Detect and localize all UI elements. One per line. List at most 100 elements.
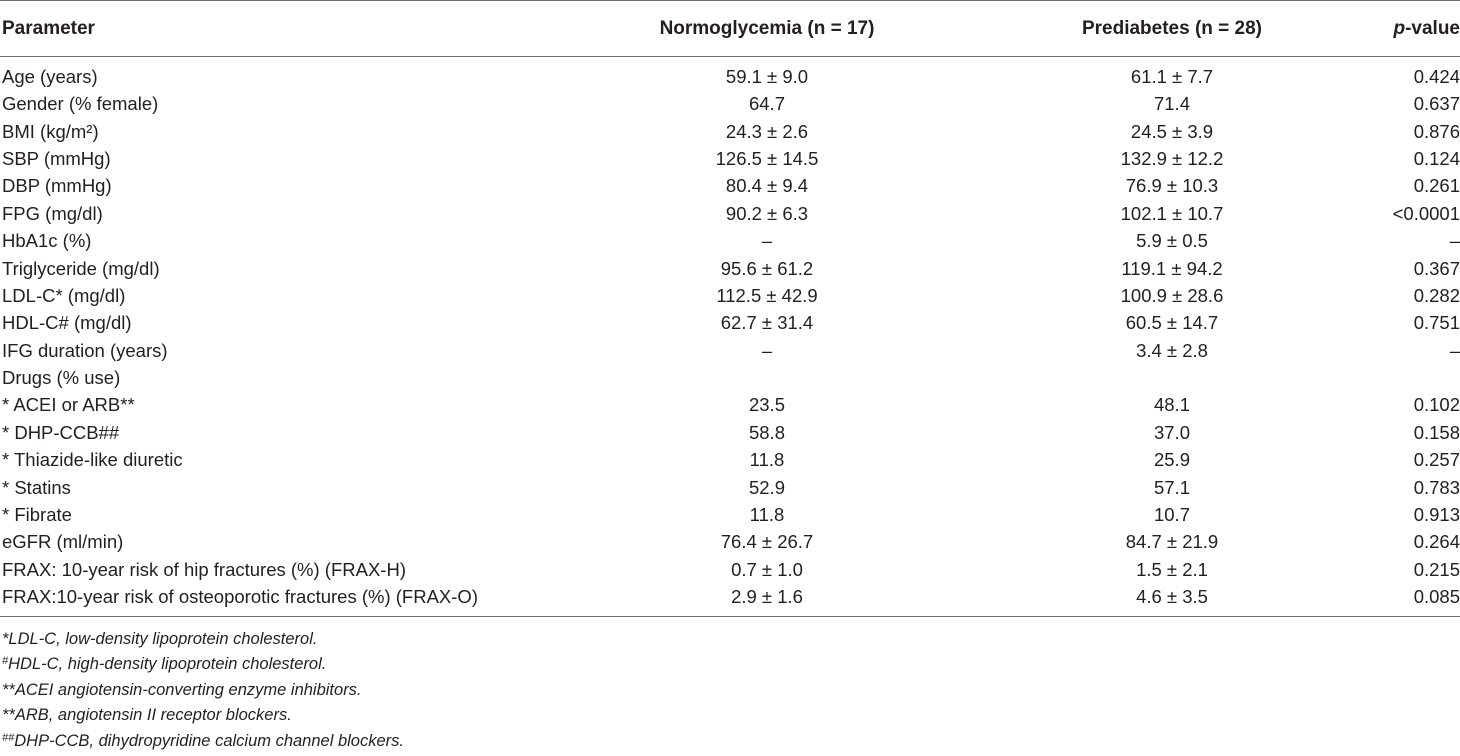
row-pvalue [1352, 364, 1460, 391]
footnote: #HDL-C, high-density lipoprotein cholest… [2, 652, 404, 677]
row-normoglycemia: 95.6 ± 61.2 [720, 257, 814, 279]
row-pvalue: <0.0001 [1392, 202, 1460, 224]
row-parameter: FPG (mg/dl) [2, 202, 103, 224]
row-parameter: FRAX:10-year risk of osteoporotic fractu… [0, 583, 542, 618]
footnote: **ARB, angiotensin II receptor blockers. [2, 703, 404, 728]
row-normoglycemia: 64.7 [748, 93, 785, 115]
row-pvalue: 0.085 [1352, 583, 1460, 618]
table-row: eGFR (ml/min) 76.4 ± 26.7 84.7 ± 21.9 0.264 [0, 528, 1460, 555]
footnote: **ACEI angiotensin-converting enzyme inh… [2, 678, 404, 703]
row-parameter: HDL-C# (mg/dl) [2, 312, 132, 334]
row-pvalue: 0.637 [1413, 93, 1460, 115]
footnote-text: **ARB, angiotensin II receptor blockers. [2, 706, 292, 725]
row-parameter: SBP (mmHg) [2, 147, 111, 169]
row-pvalue: 0.424 [1413, 66, 1460, 87]
header-pvalue-rest: -value [1405, 17, 1460, 39]
table-row: * DHP-CCB## 58.8 37.0 0.158 [0, 419, 1460, 446]
table-body: Age (years) 59.1 ± 9.0 61.1 ± 7.7 0.424 Gend… [0, 57, 1460, 618]
row-pvalue: 0.257 [1413, 449, 1460, 471]
row-pvalue: 0.783 [1413, 476, 1460, 498]
table-row: SBP (mmHg) 126.5 ± 14.5 132.9 ± 12.2 0.124 [0, 145, 1460, 172]
row-normoglycemia: 90.2 ± 6.3 [725, 202, 809, 224]
header-row: Parameter Normoglycemia (n = 17) Prediab… [0, 0, 1460, 57]
table-row: Gender (% female) 64.7 71.4 0.637 [0, 90, 1460, 117]
row-prediabetes: 1.5 ± 2.1 [1136, 558, 1208, 580]
row-parameter: * Fibrate [2, 504, 72, 526]
footnote-text: **ACEI angiotensin-converting enzyme inh… [2, 680, 362, 699]
row-pvalue: 0.261 [1413, 175, 1460, 197]
footnote-mark: ## [2, 731, 15, 744]
table-row: * ACEI or ARB** 23.5 48.1 0.102 [0, 391, 1460, 418]
row-parameter: Gender (% female) [2, 93, 159, 115]
row-normoglycemia: 112.5 ± 42.9 [716, 284, 818, 306]
row-pvalue: 0.158 [1413, 421, 1460, 443]
row-prediabetes: 5.9 ± 0.5 [1136, 230, 1208, 252]
row-prediabetes [992, 364, 1352, 391]
row-parameter: DBP (mmHg) [2, 175, 112, 197]
row-pvalue: 0.913 [1413, 504, 1460, 526]
table-row: BMI (kg/m²) 24.3 ± 2.6 24.5 ± 3.9 0.876 [0, 117, 1460, 144]
table-row: Drugs (% use) [0, 364, 1460, 391]
row-normoglycemia: 2.9 ± 1.6 [542, 583, 992, 618]
row-normoglycemia: 0.7 ± 1.0 [731, 558, 803, 580]
header-normoglycemia: Normoglycemia (n = 17) [542, 0, 992, 57]
table-row: * Thiazide-like diuretic 11.8 25.9 0.257 [0, 446, 1460, 473]
row-prediabetes: 119.1 ± 94.2 [1121, 257, 1223, 279]
table-row: DBP (mmHg) 80.4 ± 9.4 76.9 ± 10.3 0.261 [0, 172, 1460, 199]
row-prediabetes: 3.4 ± 2.8 [1136, 339, 1208, 361]
table-row: * Statins 52.9 57.1 0.783 [0, 473, 1460, 500]
footnote-mark: # [2, 655, 9, 668]
row-prediabetes: 4.6 ± 3.5 [992, 583, 1352, 618]
row-parameter: LDL-C* (mg/dl) [2, 284, 126, 306]
row-pvalue: 0.124 [1413, 147, 1460, 169]
footnote-text: DHP-CCB, dihydropyridine calcium channel… [14, 731, 404, 750]
table-row: Age (years) 59.1 ± 9.0 61.1 ± 7.7 0.424 [0, 57, 1460, 91]
row-prediabetes: 71.4 [1153, 93, 1190, 115]
row-normoglycemia: 24.3 ± 2.6 [725, 120, 809, 142]
row-normoglycemia: 126.5 ± 14.5 [715, 147, 819, 169]
row-prediabetes: 76.9 ± 10.3 [1125, 175, 1219, 197]
row-parameter: * DHP-CCB## [2, 421, 120, 443]
row-normoglycemia: 62.7 ± 31.4 [720, 312, 814, 334]
row-normoglycemia [542, 364, 992, 391]
row-prediabetes: 25.9 [1153, 449, 1190, 471]
footnote: *LDL-C, low-density lipoprotein choleste… [2, 627, 404, 652]
row-parameter: * Thiazide-like diuretic [2, 449, 183, 471]
row-parameter: HbA1c (%) [2, 230, 92, 252]
row-parameter: BMI (kg/m²) [2, 120, 99, 142]
row-pvalue: 0.264 [1413, 531, 1460, 553]
table-row: LDL-C* (mg/dl) 112.5 ± 42.9 100.9 ± 28.6 0.… [0, 282, 1460, 309]
row-pvalue: 0.367 [1413, 257, 1460, 279]
footnote-text: HDL-C, high-density lipoprotein choleste… [8, 655, 327, 674]
header-parameter: Parameter [0, 0, 542, 57]
row-parameter: Triglyceride (mg/dl) [2, 257, 160, 279]
row-normoglycemia: 58.8 [748, 421, 785, 443]
row-pvalue: 0.282 [1413, 284, 1460, 306]
table-row: FRAX:10-year risk of osteoporotic fractu… [0, 583, 1460, 618]
table-row: Triglyceride (mg/dl) 95.6 ± 61.2 119.1 ± 9… [0, 254, 1460, 281]
row-normoglycemia: 59.1 ± 9.0 [725, 66, 809, 87]
row-parameter: IFG duration (years) [2, 339, 168, 361]
row-parameter: Drugs (% use) [2, 367, 121, 389]
row-pvalue: 0.102 [1413, 394, 1460, 416]
table-row: HDL-C# (mg/dl) 62.7 ± 31.4 60.5 ± 14.7 0.75… [0, 309, 1460, 336]
table-row: * Fibrate 11.8 10.7 0.913 [0, 501, 1460, 528]
footnote-text: *LDL-C, low-density lipoprotein choleste… [2, 630, 318, 648]
row-prediabetes: 37.0 [1153, 421, 1190, 443]
row-pvalue: 0.751 [1413, 312, 1460, 334]
row-pvalue: – [1449, 230, 1460, 252]
row-prediabetes: 60.5 ± 14.7 [1125, 312, 1219, 334]
characteristics-table: Parameter Normoglycemia (n = 17) Prediab… [0, 0, 1460, 618]
row-normoglycemia: 23.5 [748, 394, 785, 416]
row-parameter: * ACEI or ARB** [2, 394, 135, 416]
table-row: FRAX: 10-year risk of hip fractures (%) … [0, 556, 1460, 583]
row-normoglycemia: 52.9 [748, 476, 785, 498]
row-normoglycemia: – [761, 339, 773, 361]
row-prediabetes: 61.1 ± 7.7 [1130, 66, 1214, 87]
row-normoglycemia: 80.4 ± 9.4 [725, 175, 809, 197]
row-normoglycemia: 11.8 [749, 449, 785, 471]
table-row: FPG (mg/dl) 90.2 ± 6.3 102.1 ± 10.7 <0.0001 [0, 200, 1460, 227]
table-row: HbA1c (%) – 5.9 ± 0.5 – [0, 227, 1460, 254]
header-pvalue-p: p [1393, 17, 1406, 39]
